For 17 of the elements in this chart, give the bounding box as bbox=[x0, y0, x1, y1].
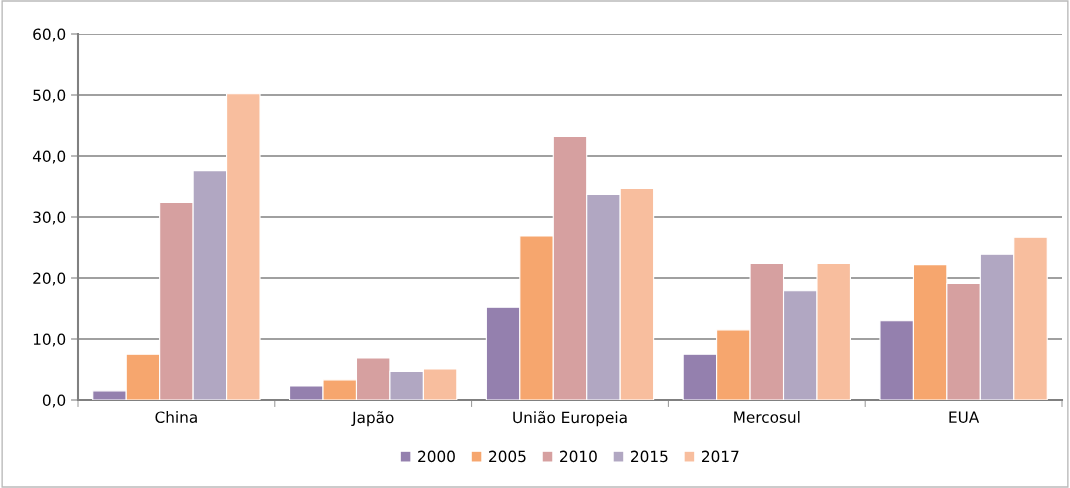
legend-label: 2000 bbox=[418, 450, 455, 463]
x-tick-label: União Europeia bbox=[513, 411, 627, 427]
y-tick-label: 20,0 bbox=[33, 272, 66, 286]
x-tick-label: China bbox=[155, 411, 197, 423]
y-tick-label: 50,0 bbox=[33, 89, 66, 103]
x-tick-label: EUA bbox=[949, 411, 980, 423]
legend-label: 2010 bbox=[560, 450, 597, 463]
legend-label: 2017 bbox=[702, 450, 739, 463]
y-tick-label: 40,0 bbox=[32, 150, 66, 164]
legend-label: 2015 bbox=[631, 450, 668, 463]
y-tick-label: 0,0 bbox=[42, 394, 66, 408]
x-tick-label: Mercosul bbox=[734, 411, 800, 423]
legend-label: 2005 bbox=[489, 450, 526, 463]
y-tick-label: 10,0 bbox=[33, 333, 66, 347]
y-tick-label: 60,0 bbox=[33, 28, 66, 42]
x-tick-label: Japão bbox=[351, 411, 394, 427]
y-tick-label: 30,0 bbox=[33, 211, 66, 225]
